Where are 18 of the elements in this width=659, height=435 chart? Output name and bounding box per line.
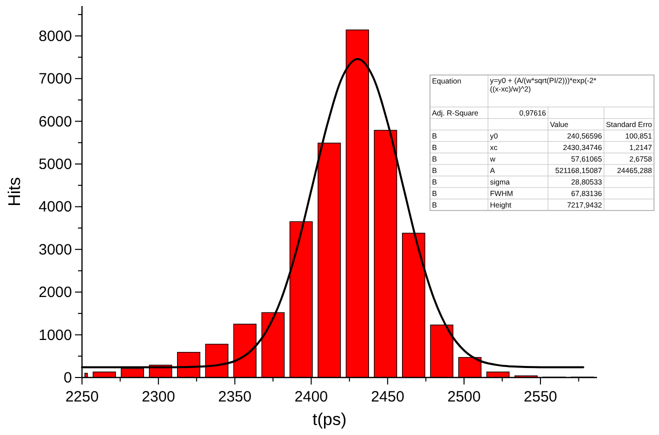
x-tick-label: 2500 (447, 388, 481, 406)
y-tick-label: 7000 (38, 70, 72, 88)
y-tick-label: 1000 (38, 326, 72, 344)
x-tick-label: 2450 (370, 388, 404, 406)
x-tick-label: 2550 (524, 388, 558, 406)
y-tick-label: 6000 (38, 113, 72, 130)
y-tick-label: 0 (64, 370, 72, 386)
x-tick-label: 2250 (65, 388, 99, 406)
y-tick-label: 5000 (38, 156, 72, 173)
y-tick-label: 3000 (38, 241, 72, 258)
y-axis-title: Hits (5, 177, 24, 206)
y-tick-label: 8000 (38, 28, 72, 45)
y-tick-label: 2000 (38, 284, 72, 302)
x-tick-label: 2300 (142, 388, 176, 406)
x-tick-label: 2400 (294, 388, 328, 406)
y-tick-label: 4000 (38, 198, 72, 216)
x-axis-title: t(ps) (312, 410, 346, 429)
x-tick-label: 2350 (218, 388, 252, 406)
